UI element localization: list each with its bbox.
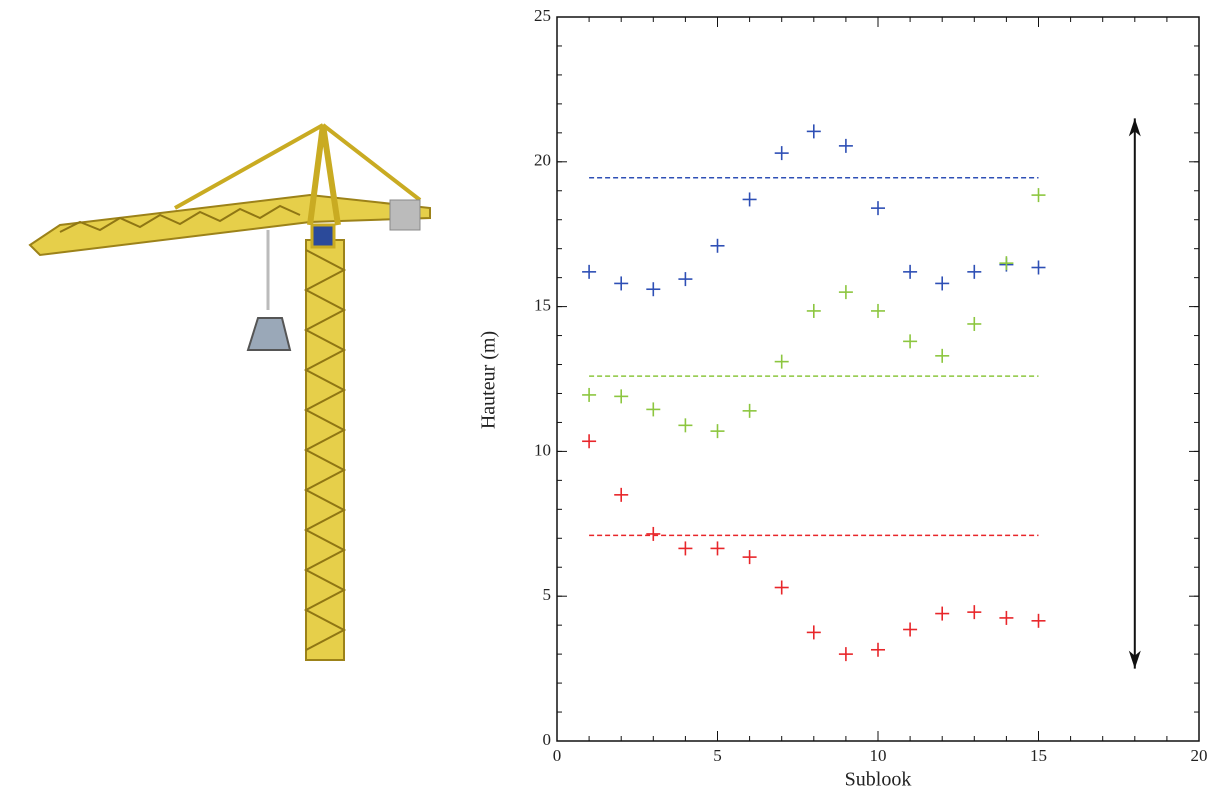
x-tick-label: 5	[713, 746, 722, 765]
plus-marker	[646, 282, 661, 297]
plus-marker	[582, 264, 597, 279]
y-tick-label: 10	[534, 440, 551, 459]
plus-marker	[774, 146, 789, 161]
plus-marker	[838, 647, 853, 662]
plus-marker	[838, 285, 853, 300]
plus-marker	[871, 303, 885, 318]
plus-marker	[1031, 188, 1046, 203]
plus-marker	[614, 276, 629, 291]
plus-marker	[806, 124, 821, 139]
plus-marker	[999, 256, 1014, 271]
plus-marker	[1031, 260, 1046, 275]
plus-marker	[806, 625, 821, 640]
plus-marker	[710, 424, 725, 439]
plus-marker	[967, 605, 982, 620]
arrow-head	[1128, 650, 1141, 669]
plus-marker	[774, 580, 789, 595]
y-tick-label: 20	[534, 151, 551, 170]
crane-illustration	[28, 123, 431, 661]
x-axis-label: Sublook	[845, 769, 912, 791]
y-axis-label: Hauteur (m)	[478, 331, 500, 429]
x-tick-label: 0	[553, 746, 562, 765]
plus-marker	[903, 264, 918, 279]
plus-marker	[678, 541, 693, 556]
plus-marker	[935, 348, 950, 363]
plus-marker	[774, 354, 789, 369]
y-tick-label: 15	[534, 296, 551, 315]
plus-marker	[903, 622, 918, 637]
plus-marker	[742, 550, 757, 565]
plus-marker	[967, 316, 982, 331]
plus-marker	[710, 238, 725, 253]
x-tick-label: 15	[1030, 746, 1047, 765]
plus-marker	[999, 610, 1014, 625]
plus-marker	[710, 541, 725, 556]
y-tick-label: 5	[543, 585, 552, 604]
arrow-head	[1128, 118, 1141, 137]
plus-marker	[871, 642, 885, 657]
plus-marker	[678, 272, 693, 287]
y-tick-label: 0	[543, 730, 552, 749]
plus-marker	[967, 264, 982, 279]
plus-marker	[806, 303, 821, 318]
plus-marker	[871, 201, 885, 216]
plus-marker	[838, 138, 853, 153]
plus-marker	[582, 387, 597, 402]
y-tick-label: 25	[534, 6, 551, 25]
plus-marker	[742, 403, 757, 418]
plus-marker	[742, 192, 757, 207]
plus-marker	[935, 276, 950, 291]
plus-marker	[646, 402, 661, 417]
plus-marker	[903, 334, 918, 349]
x-tick-label: 10	[870, 746, 887, 765]
plus-marker	[614, 389, 629, 404]
plus-marker	[678, 418, 693, 433]
plus-marker	[614, 487, 629, 502]
plus-marker	[582, 434, 597, 449]
plus-marker	[935, 606, 950, 621]
plot-frame	[556, 16, 1200, 742]
plus-marker	[646, 526, 661, 541]
range-arrow	[1128, 118, 1141, 669]
x-tick-label: 20	[1191, 746, 1208, 765]
plus-marker	[1031, 613, 1046, 628]
